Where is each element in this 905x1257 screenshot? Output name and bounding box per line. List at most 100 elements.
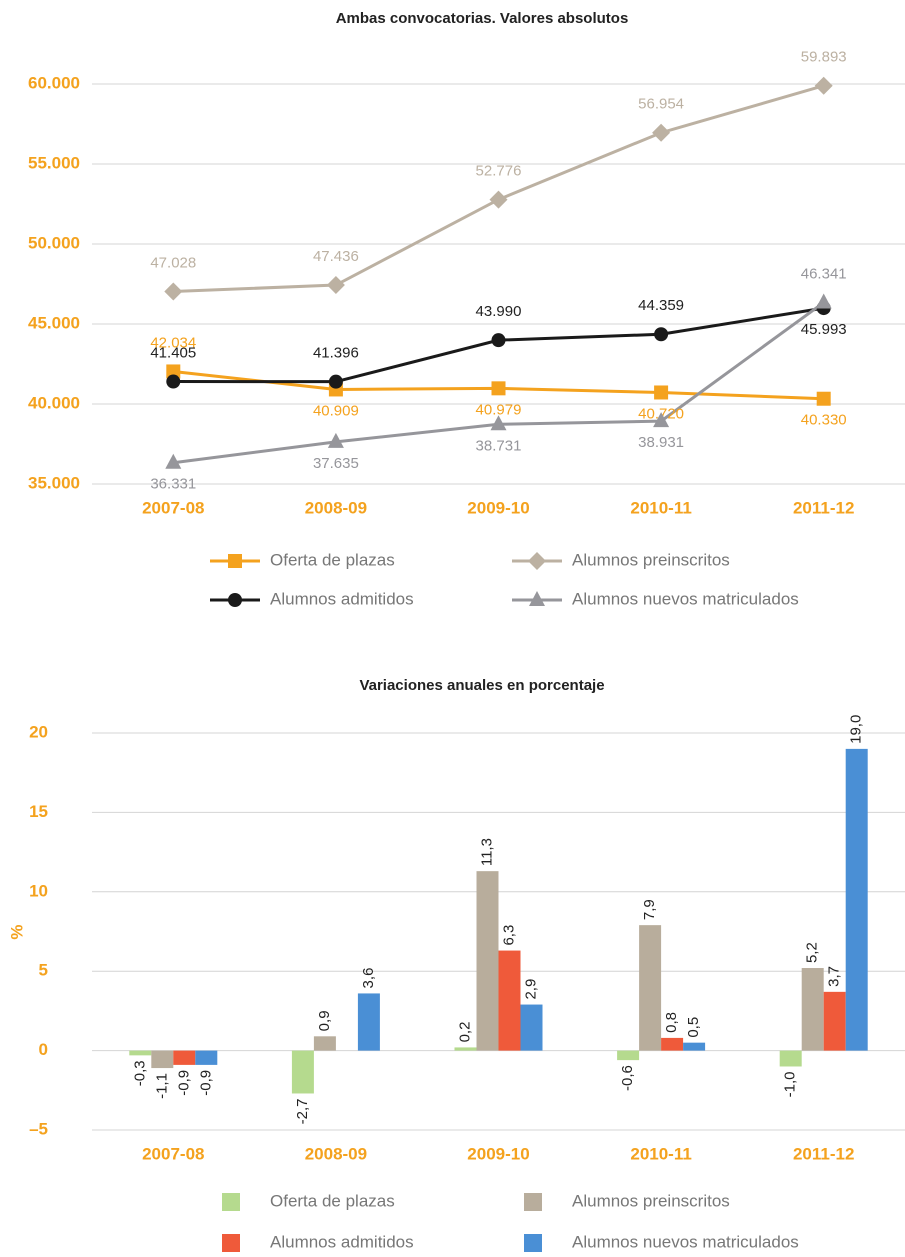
- data-label: 41.396: [313, 345, 359, 362]
- data-label: -0,3: [131, 1060, 148, 1086]
- data-label: -0,9: [197, 1070, 214, 1096]
- legend-label: Oferta de plazas: [270, 550, 395, 569]
- data-label: -2,7: [294, 1098, 311, 1124]
- y-tick-label: 0: [39, 1040, 48, 1059]
- y-tick-label: 35.000: [28, 473, 80, 492]
- bar: [823, 991, 846, 1051]
- bar: [476, 871, 499, 1051]
- marker: [490, 415, 507, 431]
- marker: [326, 276, 345, 295]
- marker: [653, 412, 670, 428]
- y-tick-label: 55.000: [28, 153, 80, 172]
- marker: [228, 554, 242, 568]
- y-tick-label: –5: [29, 1119, 48, 1138]
- data-label: 6,3: [500, 925, 517, 946]
- data-label: 0,5: [685, 1017, 702, 1038]
- data-label: 7,9: [641, 899, 658, 920]
- x-tick-label: 2011-12: [793, 498, 854, 517]
- data-label: 38.931: [638, 434, 684, 451]
- x-tick-label: 2008-09: [305, 1144, 367, 1163]
- chart-title: Ambas convocatorias. Valores absolutos: [336, 10, 629, 27]
- marker: [164, 282, 183, 301]
- data-label: 42.034: [150, 334, 196, 351]
- marker: [166, 374, 181, 389]
- data-label: 46.341: [801, 266, 847, 283]
- bar: [173, 1050, 196, 1065]
- data-label: 41.405: [150, 344, 196, 361]
- data-label: 37.635: [313, 455, 359, 472]
- bar: [683, 1042, 706, 1051]
- marker: [327, 432, 344, 448]
- data-label: 11,3: [478, 838, 495, 866]
- x-tick-label: 2010-11: [630, 498, 691, 517]
- data-label: 5,2: [804, 942, 821, 963]
- data-label: -0,9: [175, 1070, 192, 1096]
- marker: [491, 381, 506, 396]
- data-label: 47.028: [150, 255, 196, 272]
- data-label: 0,9: [316, 1010, 333, 1031]
- data-label: 38.731: [476, 437, 522, 454]
- x-tick-label: 2007-08: [142, 1144, 204, 1163]
- x-tick-label: 2011-12: [793, 1144, 854, 1163]
- marker: [489, 190, 508, 209]
- marker: [528, 552, 546, 570]
- x-tick-label: 2007-08: [142, 498, 204, 517]
- x-tick-label: 2009-10: [467, 1144, 529, 1163]
- bar: [779, 1050, 802, 1067]
- data-label: -1,1: [153, 1073, 170, 1099]
- bar: [520, 1004, 543, 1051]
- y-tick-label: 10: [29, 881, 48, 900]
- bar: [639, 925, 662, 1051]
- y-tick-label: 50.000: [28, 233, 80, 252]
- x-tick-label: 2010-11: [630, 1144, 691, 1163]
- bar: [357, 993, 380, 1051]
- bar: [313, 1036, 336, 1051]
- y-tick-label: 15: [29, 802, 48, 821]
- marker: [529, 591, 545, 606]
- legend-swatch: [524, 1234, 542, 1252]
- data-label: 44.359: [638, 297, 684, 314]
- data-label: 0,2: [456, 1022, 473, 1043]
- legend-label: Alumnos preinscritos: [572, 550, 730, 569]
- legend-swatch: [222, 1193, 240, 1211]
- legend-swatch: [524, 1193, 542, 1211]
- legend-label: Alumnos nuevos matriculados: [572, 589, 799, 608]
- data-label: 3,7: [826, 966, 843, 987]
- data-label: 36.331: [150, 476, 196, 493]
- bar: [454, 1047, 477, 1051]
- y-tick-label: 60.000: [28, 73, 80, 92]
- marker: [815, 293, 832, 309]
- marker: [654, 385, 669, 400]
- legend-swatch: [222, 1234, 240, 1252]
- bar: [801, 968, 824, 1051]
- series-line: [173, 84, 825, 294]
- marker: [228, 593, 242, 607]
- legend-label: Alumnos nuevos matriculados: [572, 1232, 799, 1251]
- data-label: 43.990: [476, 303, 522, 320]
- data-label: 2,9: [522, 979, 539, 1000]
- y-tick-label: 40.000: [28, 393, 80, 412]
- bar: [291, 1050, 314, 1094]
- legend-label: Oferta de plazas: [270, 1191, 395, 1210]
- bar: [195, 1050, 218, 1065]
- data-label: -1,0: [782, 1071, 799, 1097]
- data-label: 40.909: [313, 402, 359, 419]
- marker: [814, 76, 833, 95]
- bar: [845, 748, 868, 1051]
- y-axis-label: %: [7, 924, 26, 939]
- data-label: 40.330: [801, 412, 847, 429]
- marker: [816, 391, 831, 406]
- data-label: 52.776: [476, 163, 522, 180]
- data-label: -0,6: [619, 1065, 636, 1091]
- data-label: 45.993: [801, 321, 847, 338]
- y-tick-label: 20: [29, 722, 48, 741]
- bar: [498, 950, 521, 1051]
- bar: [151, 1050, 174, 1069]
- y-tick-label: 5: [39, 961, 48, 980]
- data-label: 56.954: [638, 96, 684, 113]
- bar: [661, 1037, 684, 1051]
- chart-title: Variaciones anuales en porcentaje: [359, 677, 604, 694]
- marker: [491, 333, 506, 348]
- data-label: 19,0: [848, 715, 865, 744]
